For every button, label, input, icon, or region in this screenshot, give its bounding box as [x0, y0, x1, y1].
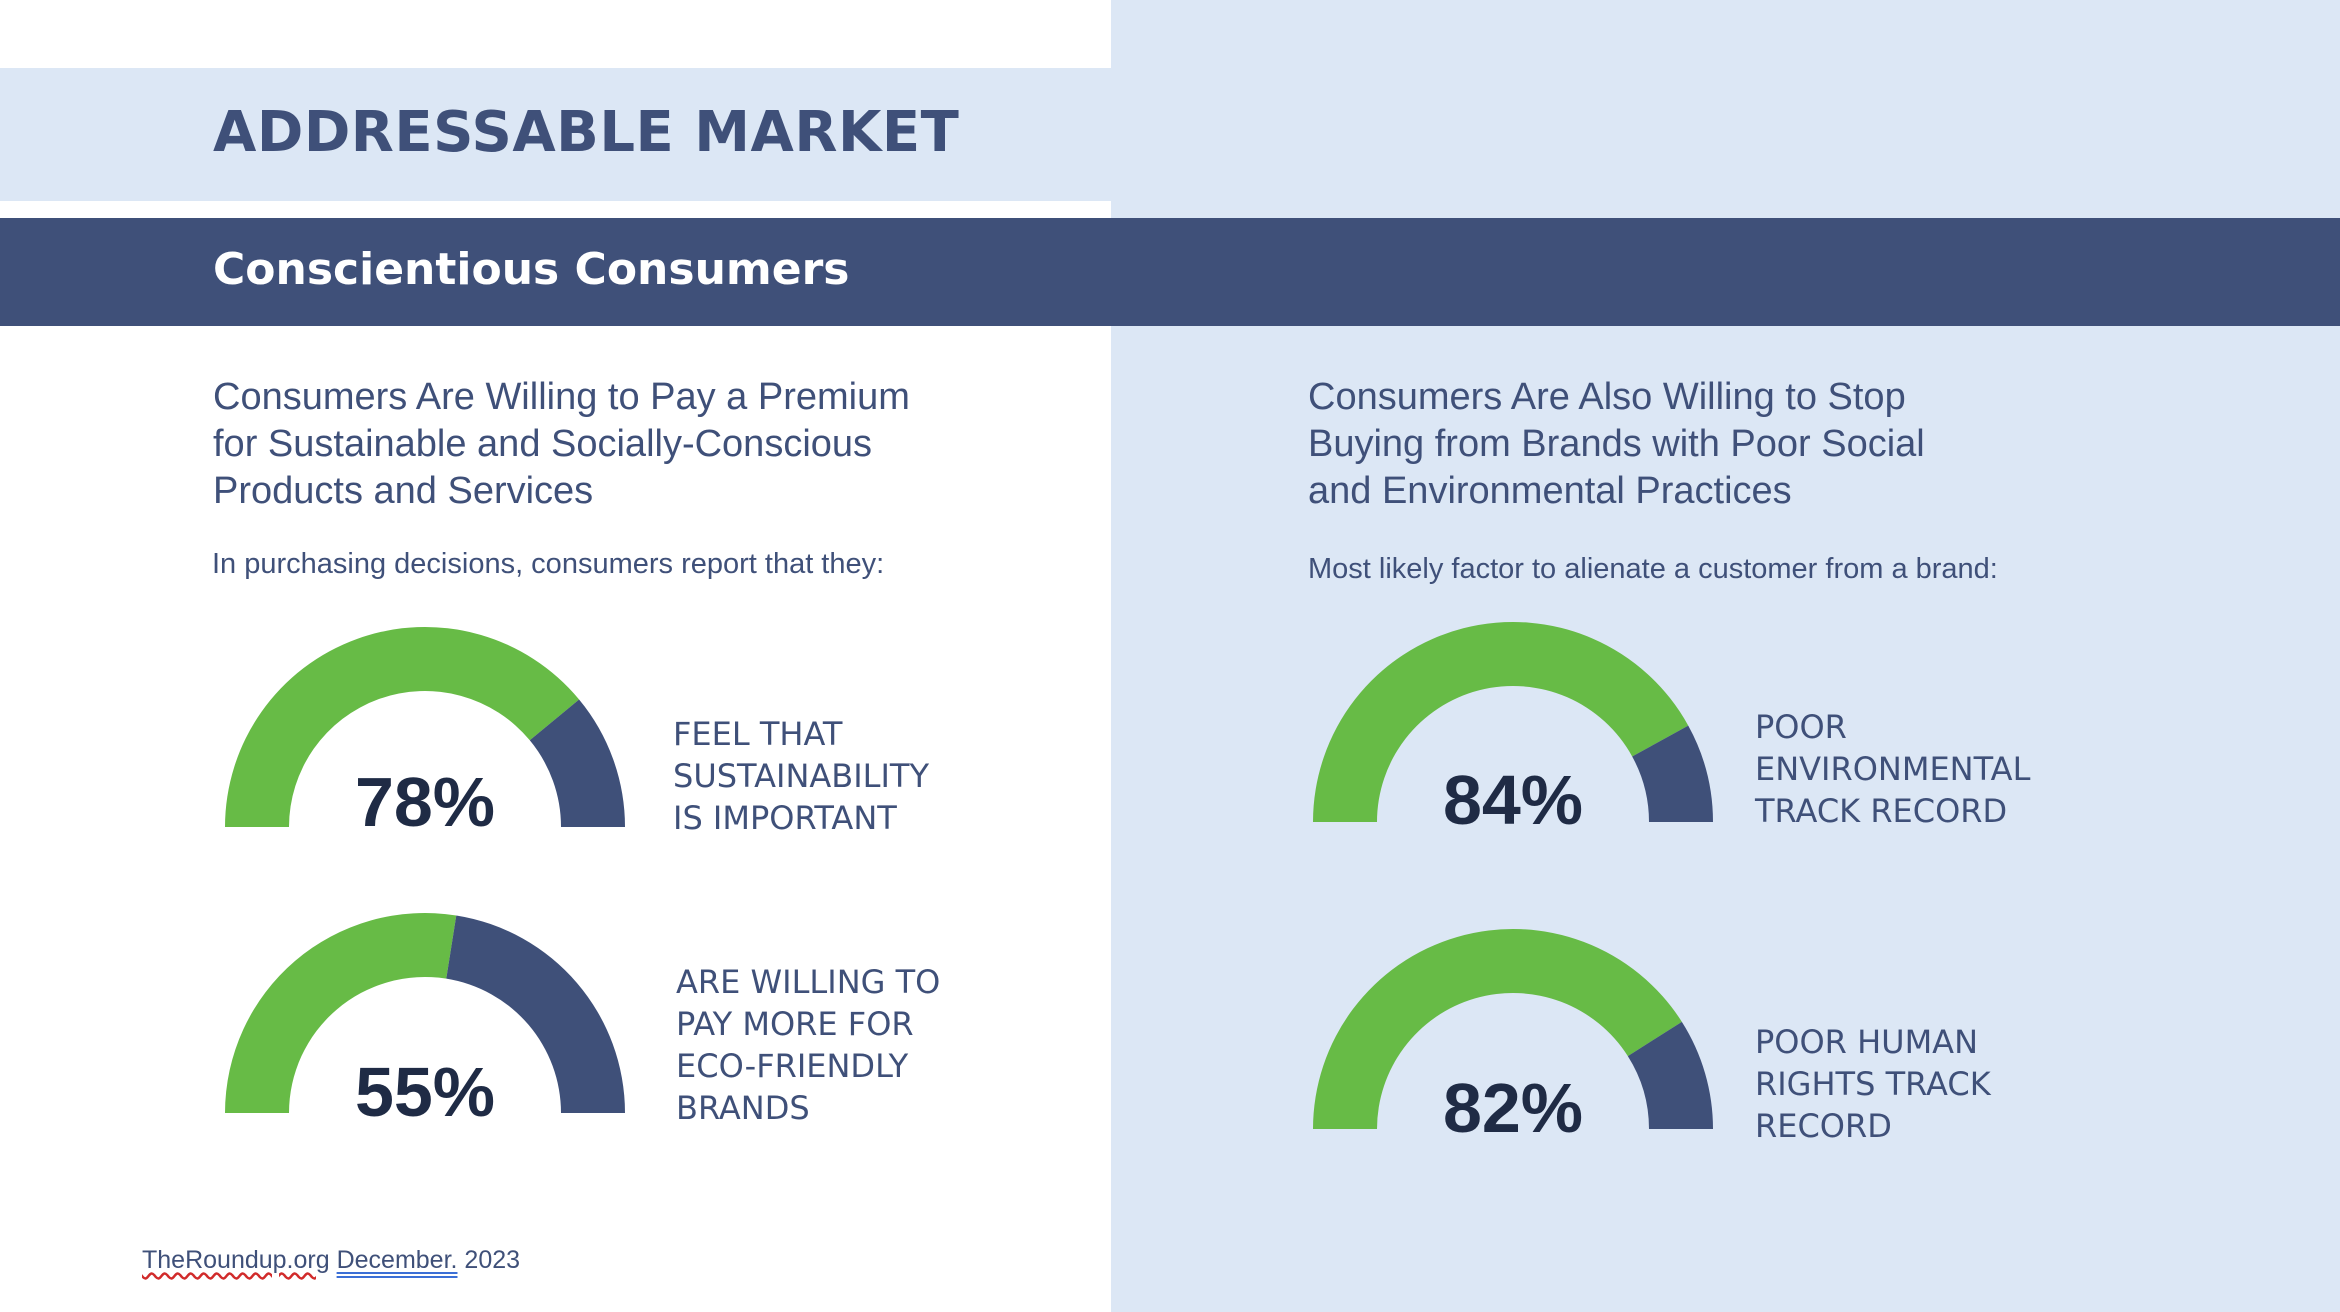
right-heading-line: Consumers Are Also Willing to Stop [1308, 376, 1906, 418]
gauge-chart [1313, 622, 1713, 822]
gauge-remainder-arc [1627, 1021, 1713, 1129]
source-site: TheRoundup.org [142, 1246, 330, 1274]
section-subtitle: Conscientious Consumers [213, 244, 850, 295]
right-heading-line: and Environmental Practices [1308, 470, 1792, 512]
gauge-value-arc [225, 913, 457, 1113]
source-year: 2023 [457, 1246, 521, 1274]
title-band [0, 68, 1111, 201]
gauge-caption-line: PAY MORE FOR [676, 1005, 914, 1043]
gauge-caption: POOR ENVIRONMENTAL TRACK RECORD [1755, 706, 2095, 832]
gauge-caption-line: ARE WILLING TO [676, 963, 941, 1001]
left-heading-line: for Sustainable and Socially-Conscious [213, 423, 873, 465]
source-month: December. [336, 1246, 458, 1274]
gauge-caption-line: RECORD [1755, 1107, 1892, 1145]
gauge-caption-line: TRACK RECORD [1755, 792, 2008, 830]
page-title: ADDRESSABLE MARKET [213, 100, 960, 165]
left-note: In purchasing decisions, consumers repor… [212, 548, 885, 580]
gauge-value-arc [1313, 929, 1682, 1129]
left-heading: Consumers Are Willing to Pay a Premium f… [213, 374, 973, 515]
gauge-caption-line: ECO-FRIENDLY [676, 1047, 909, 1085]
gauge-caption: ARE WILLING TO PAY MORE FOR ECO-FRIENDLY… [676, 961, 1016, 1129]
gauge-value-arc [1313, 622, 1689, 822]
gauge-chart [225, 627, 625, 827]
gauge-value-arc [225, 627, 580, 827]
gauge-caption-line: POOR HUMAN [1755, 1023, 1978, 1061]
gauge-value-label: 82% [1442, 1069, 1584, 1147]
left-heading-line: Products and Services [213, 470, 594, 512]
gauge-value-label: 55% [354, 1053, 496, 1131]
gauge-remainder-arc [446, 915, 625, 1113]
gauge-caption-line: IS IMPORTANT [673, 799, 897, 837]
gauge-remainder-arc [529, 699, 625, 827]
gauge-caption: FEEL THAT SUSTAINABILITY IS IMPORTANT [673, 713, 1013, 839]
right-heading-line: Buying from Brands with Poor Social [1308, 423, 1925, 465]
gauge-caption-line: ENVIRONMENTAL [1755, 750, 2031, 788]
gauge-chart [225, 913, 625, 1113]
right-heading: Consumers Are Also Willing to Stop Buyin… [1308, 374, 2068, 515]
gauge-caption-line: RIGHTS TRACK [1755, 1065, 1991, 1103]
right-panel-background [1111, 0, 2340, 1312]
source-citation: TheRoundup.org December. 2023 [142, 1246, 520, 1275]
gauge-caption-line: SUSTAINABILITY [673, 757, 930, 795]
right-note: Most likely factor to alienate a custome… [1308, 553, 1998, 585]
subtitle-band [0, 218, 2340, 326]
gauge-remainder-arc [1632, 725, 1713, 822]
gauge-chart [1313, 929, 1713, 1129]
gauge-caption-line: BRANDS [676, 1089, 810, 1127]
gauge-caption: POOR HUMAN RIGHTS TRACK RECORD [1755, 1021, 2095, 1147]
gauge-caption-line: POOR [1755, 708, 1847, 746]
left-heading-line: Consumers Are Willing to Pay a Premium [213, 376, 910, 418]
gauge-caption-line: FEEL THAT [673, 715, 843, 753]
gauge-value-label: 84% [1442, 761, 1584, 839]
gauge-value-label: 78% [354, 763, 496, 841]
